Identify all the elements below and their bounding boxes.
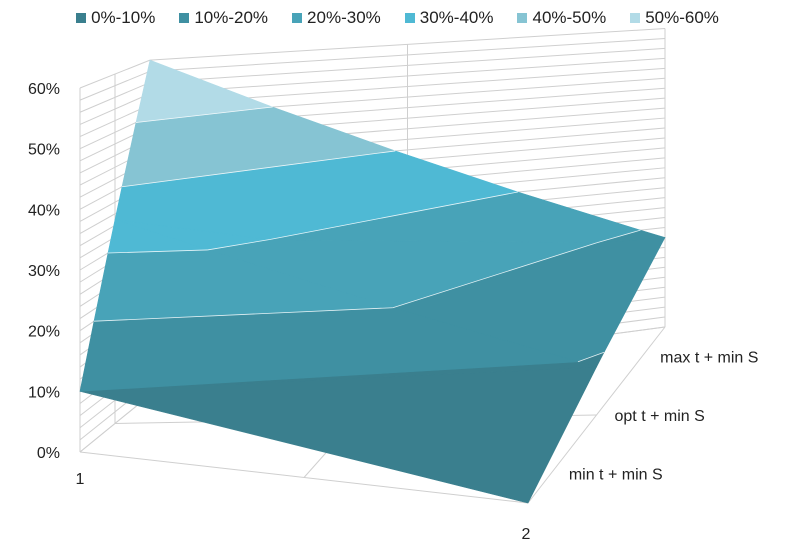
legend-item: 20%-30% bbox=[292, 8, 381, 28]
depth-tick-label: opt t + min S bbox=[615, 408, 705, 425]
contour-line bbox=[269, 191, 518, 240]
contour-line bbox=[93, 307, 393, 322]
contour-line bbox=[107, 249, 208, 254]
legend-label: 30%-40% bbox=[419, 8, 494, 27]
depth-tick-label: min t + min S bbox=[569, 467, 663, 484]
z-tick-label: 60% bbox=[28, 81, 60, 98]
legend-swatch bbox=[179, 13, 190, 23]
z-tick-label: 20% bbox=[28, 324, 60, 341]
x-tick-label: 2 bbox=[522, 526, 531, 542]
legend-item: 10%-20% bbox=[179, 8, 268, 28]
depth-tick-label: max t + min S bbox=[660, 349, 758, 366]
legend: 0%-10% 10%-20% 20%-30% 30%-40% 40%-50% 50%-60… bbox=[0, 8, 795, 28]
legend-item: 40%-50% bbox=[517, 8, 606, 28]
contour-line bbox=[135, 106, 273, 123]
axis-labels: 0% 10% 20% 30% 40% 50% 60% 1 2 min t + min S opt t… bbox=[28, 81, 758, 542]
legend-label: 0%-10% bbox=[91, 8, 156, 27]
contour-line bbox=[392, 242, 597, 309]
contour-line bbox=[577, 351, 605, 363]
legend-label: 50%-60% bbox=[645, 8, 719, 27]
contour-line bbox=[121, 150, 396, 188]
legend-item: 30%-40% bbox=[404, 8, 494, 28]
z-tick-label: 0% bbox=[37, 445, 60, 462]
legend-label: 20%-30% bbox=[307, 8, 381, 27]
legend-label: 10%-20% bbox=[194, 8, 269, 27]
legend-swatch bbox=[292, 13, 303, 23]
legend-item: 0%-10% bbox=[76, 8, 155, 28]
surface-band-patch bbox=[114, 150, 520, 240]
contour-line bbox=[207, 239, 270, 251]
legend-swatch bbox=[517, 13, 528, 23]
z-tick-label: 30% bbox=[28, 263, 60, 280]
legend-label: 40%-50% bbox=[532, 8, 607, 27]
contour-line bbox=[596, 229, 641, 244]
surface bbox=[79, 59, 666, 504]
x-tick-label: 1 bbox=[76, 471, 85, 488]
legend-swatch bbox=[404, 13, 415, 23]
legend-item: 50%-60% bbox=[630, 8, 719, 28]
legend-swatch bbox=[630, 13, 641, 23]
legend-swatch bbox=[76, 13, 87, 23]
z-tick-label: 50% bbox=[28, 142, 60, 159]
z-tick-label: 10% bbox=[28, 384, 60, 401]
z-tick-label: 40% bbox=[28, 202, 60, 219]
